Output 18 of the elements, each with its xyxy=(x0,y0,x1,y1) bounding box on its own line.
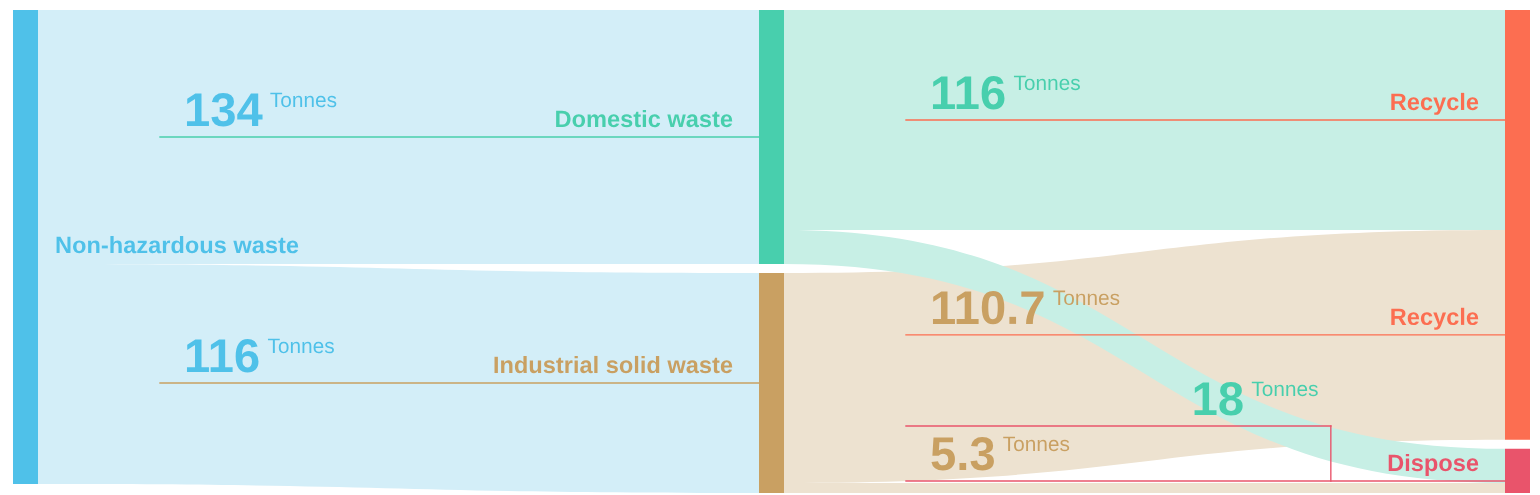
data-label: 116 xyxy=(186,339,259,373)
text: Tonnes xyxy=(1003,436,1070,452)
text: Tonnes xyxy=(267,338,334,354)
category-label: Recycle xyxy=(1391,92,1479,115)
category-label: Dispose xyxy=(1388,453,1479,476)
data-label: 5.3 xyxy=(931,437,994,471)
text: Tonnes xyxy=(1013,75,1080,91)
text: Tonnes xyxy=(1251,381,1318,397)
category-label: Domestic waste xyxy=(556,109,733,128)
data-label: 116 xyxy=(932,75,1005,110)
data-label: 134 xyxy=(186,93,263,127)
data-label: 110.7 xyxy=(932,290,1044,325)
data-label: 18 xyxy=(1194,382,1243,416)
category-label: Industrial solid waste xyxy=(494,355,733,374)
series-label: Non-hazardous waste xyxy=(56,236,299,254)
category-label: Recycle xyxy=(1391,307,1479,330)
text: Tonnes xyxy=(1053,290,1120,306)
text: Tonnes xyxy=(270,92,337,108)
